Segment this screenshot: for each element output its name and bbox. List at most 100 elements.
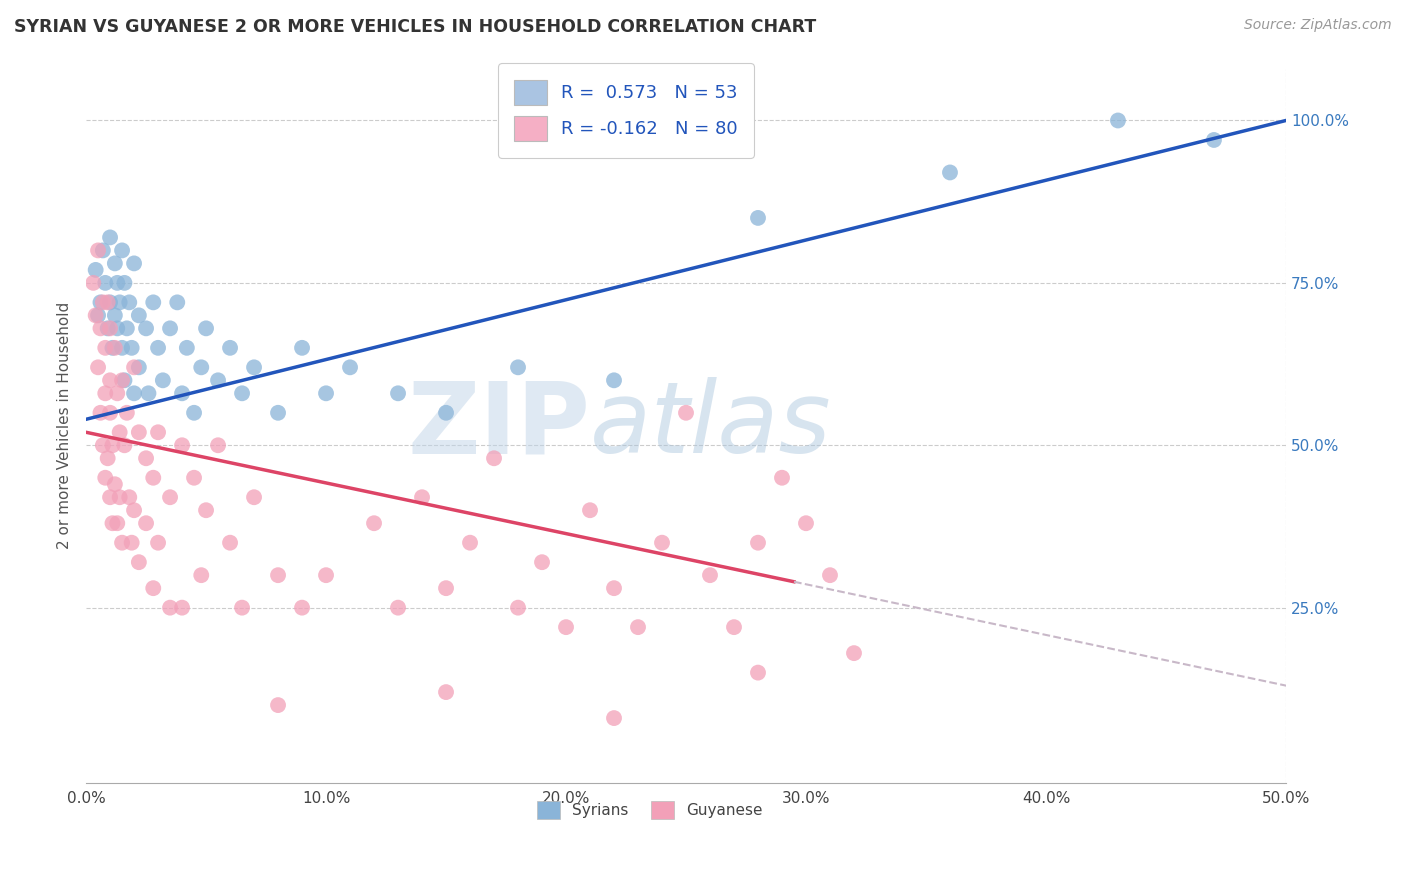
Point xyxy=(105,386,128,401)
Point xyxy=(94,341,117,355)
Point xyxy=(97,295,120,310)
Point xyxy=(128,360,150,375)
Point xyxy=(94,386,117,401)
Point xyxy=(267,568,290,582)
Point xyxy=(114,438,136,452)
Point xyxy=(105,516,128,531)
Point xyxy=(82,276,104,290)
Point xyxy=(111,373,134,387)
Point xyxy=(159,600,181,615)
Point xyxy=(104,309,127,323)
Point xyxy=(166,295,188,310)
Point xyxy=(1107,113,1129,128)
Point xyxy=(770,471,793,485)
Point xyxy=(458,535,481,549)
Point xyxy=(108,295,131,310)
Point xyxy=(114,373,136,387)
Point xyxy=(128,425,150,440)
Point xyxy=(190,568,212,582)
Point xyxy=(231,386,253,401)
Point xyxy=(94,276,117,290)
Point xyxy=(89,295,111,310)
Point xyxy=(195,321,218,335)
Point xyxy=(105,276,128,290)
Point xyxy=(170,386,193,401)
Point xyxy=(195,503,218,517)
Point xyxy=(267,698,290,712)
Point xyxy=(89,406,111,420)
Point xyxy=(603,711,626,725)
Point xyxy=(87,244,110,258)
Point xyxy=(207,438,229,452)
Point xyxy=(104,256,127,270)
Point xyxy=(98,490,121,504)
Point xyxy=(315,386,337,401)
Point xyxy=(135,321,157,335)
Point xyxy=(387,600,409,615)
Point xyxy=(84,309,107,323)
Point xyxy=(115,406,138,420)
Point xyxy=(339,360,361,375)
Text: SYRIAN VS GUYANESE 2 OR MORE VEHICLES IN HOUSEHOLD CORRELATION CHART: SYRIAN VS GUYANESE 2 OR MORE VEHICLES IN… xyxy=(14,18,817,36)
Point xyxy=(315,568,337,582)
Point xyxy=(98,295,121,310)
Point xyxy=(97,321,120,335)
Point xyxy=(434,406,457,420)
Point xyxy=(363,516,385,531)
Point xyxy=(128,555,150,569)
Point xyxy=(159,321,181,335)
Point xyxy=(291,600,314,615)
Point xyxy=(243,490,266,504)
Point xyxy=(818,568,841,582)
Point xyxy=(91,438,114,452)
Point xyxy=(675,406,697,420)
Point xyxy=(118,295,141,310)
Point xyxy=(111,244,134,258)
Point xyxy=(219,341,242,355)
Point xyxy=(555,620,578,634)
Text: Source: ZipAtlas.com: Source: ZipAtlas.com xyxy=(1244,18,1392,32)
Point xyxy=(747,211,769,225)
Point xyxy=(603,373,626,387)
Point xyxy=(101,438,124,452)
Point xyxy=(291,341,314,355)
Point xyxy=(122,360,145,375)
Point xyxy=(183,406,205,420)
Point xyxy=(122,256,145,270)
Point xyxy=(111,341,134,355)
Point xyxy=(387,386,409,401)
Point xyxy=(939,165,962,179)
Point xyxy=(506,600,529,615)
Point xyxy=(146,341,169,355)
Point xyxy=(1202,133,1225,147)
Point xyxy=(98,321,121,335)
Point xyxy=(170,600,193,615)
Point xyxy=(699,568,721,582)
Point xyxy=(603,581,626,595)
Point xyxy=(267,406,290,420)
Point xyxy=(842,646,865,660)
Point xyxy=(97,451,120,466)
Point xyxy=(89,321,111,335)
Point xyxy=(121,535,143,549)
Point xyxy=(87,360,110,375)
Point xyxy=(121,341,143,355)
Point xyxy=(243,360,266,375)
Point xyxy=(138,386,160,401)
Point xyxy=(411,490,433,504)
Text: ZIP: ZIP xyxy=(408,377,591,475)
Point xyxy=(183,471,205,485)
Point xyxy=(506,360,529,375)
Point xyxy=(101,516,124,531)
Text: atlas: atlas xyxy=(591,377,831,475)
Point xyxy=(128,309,150,323)
Point xyxy=(91,295,114,310)
Point xyxy=(747,665,769,680)
Point xyxy=(122,503,145,517)
Point xyxy=(94,471,117,485)
Point xyxy=(111,535,134,549)
Point xyxy=(135,516,157,531)
Point xyxy=(207,373,229,387)
Point xyxy=(104,341,127,355)
Point xyxy=(146,425,169,440)
